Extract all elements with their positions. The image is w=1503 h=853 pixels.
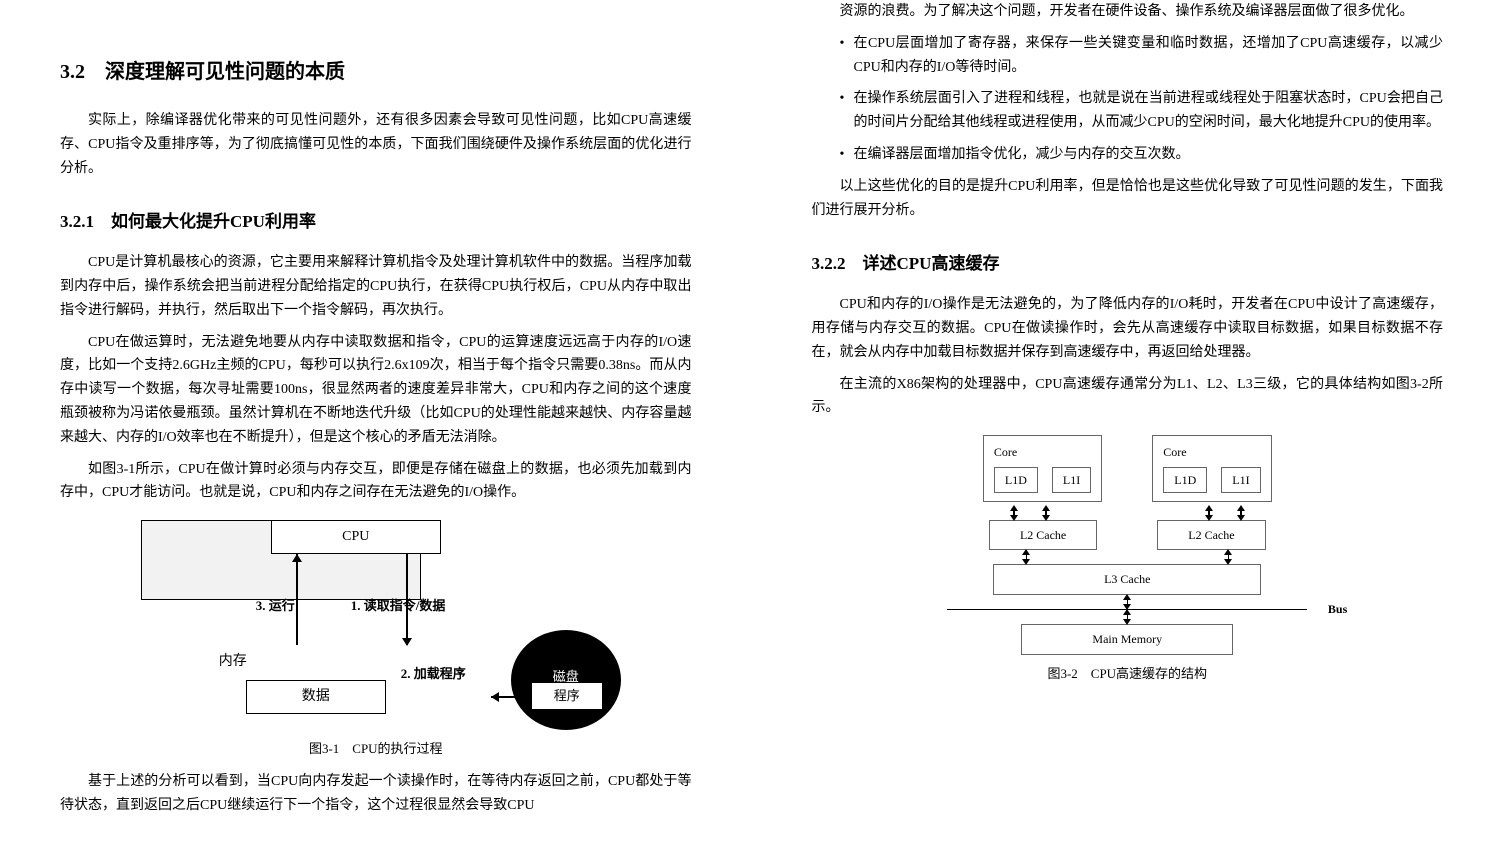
l2-cache-2: L2 Cache bbox=[1157, 520, 1265, 550]
core-box-1: Core L1D L1I bbox=[983, 435, 1102, 502]
bullet-compiler: 在编译器层面增加指令优化，减少与内存的交互次数。 bbox=[812, 143, 1444, 167]
l1i-2: L1I bbox=[1221, 467, 1260, 493]
bullet-register: 在CPU层面增加了寄存器，来保存一些关键变量和临时数据，还增加了CPU高速缓存，… bbox=[812, 32, 1444, 80]
l1d-1: L1D bbox=[994, 467, 1038, 493]
l1i-1: L1I bbox=[1052, 467, 1091, 493]
section-3-2-2-heading: 3.2.2 详述CPU高速缓存 bbox=[812, 250, 1444, 279]
core-label-2: Core bbox=[1163, 442, 1186, 462]
cpu-box: CPU bbox=[271, 520, 441, 554]
l1d-2: L1D bbox=[1163, 467, 1207, 493]
section-3-2-1-heading: 3.2.1 如何最大化提升CPU利用率 bbox=[60, 208, 692, 237]
program-box: 程序 bbox=[531, 682, 603, 710]
main-memory: Main Memory bbox=[1021, 624, 1233, 654]
memory-label: 内存 bbox=[219, 650, 247, 674]
right-page: 资源的浪费。为了解决这个问题，开发者在硬件设备、操作系统及编译器层面做了很多优化… bbox=[752, 0, 1503, 853]
disk-circle: 磁盘 bbox=[511, 630, 621, 730]
left-page: 3.2 深度理解可见性问题的本质 实际上，除编译器优化带来的可见性问题外，还有很… bbox=[0, 0, 752, 853]
para-waste: 资源的浪费。为了解决这个问题，开发者在硬件设备、操作系统及编译器层面做了很多优化… bbox=[812, 0, 1444, 24]
para-wait: 基于上述的分析可以看到，当CPU向内存发起一个读操作时，在等待内存返回之前，CP… bbox=[60, 770, 692, 818]
para-x86: 在主流的X86架构的处理器中，CPU高速缓存通常分为L1、L2、L3三级，它的具… bbox=[812, 373, 1444, 421]
core-label-1: Core bbox=[994, 442, 1017, 462]
data-box: 数据 bbox=[246, 680, 386, 714]
figure-3-1: CPU 3. 运行 1. 读取指令/数据 内存 数据 2. 加载程序 磁盘 程序… bbox=[60, 520, 692, 760]
para-io-speed: CPU在做运算时，无法避免地要从内存中读取数据和指令，CPU的运算速度远远高于内… bbox=[60, 331, 692, 450]
bus-label: Bus bbox=[1328, 599, 1347, 619]
para-intro: 实际上，除编译器优化带来的可见性问题外，还有很多因素会导致可见性问题，比如CPU… bbox=[60, 109, 692, 180]
para-fig-ref: 如图3-1所示，CPU在做计算时必须与内存交互，即便是存储在磁盘上的数据，也必须… bbox=[60, 458, 692, 506]
para-summary: 以上这些优化的目的是提升CPU利用率，但是恰恰也是这些优化导致了可见性问题的发生… bbox=[812, 175, 1444, 223]
bullet-os: 在操作系统层面引入了进程和线程，也就是说在当前进程或线程处于阻塞状态时，CPU会… bbox=[812, 87, 1444, 135]
l3-cache: L3 Cache bbox=[993, 564, 1261, 594]
label-run: 3. 运行 bbox=[256, 595, 295, 617]
core-box-2: Core L1D L1I bbox=[1152, 435, 1271, 502]
para-cache-intro: CPU和内存的I/O操作是无法避免的，为了降低内存的I/O耗时，开发者在CPU中… bbox=[812, 293, 1444, 364]
figure-3-2: Core L1D L1I Core L1D L1I bbox=[812, 435, 1444, 685]
l2-cache-1: L2 Cache bbox=[989, 520, 1097, 550]
para-cpu-core: CPU是计算机最核心的资源，它主要用来解释计算机指令及处理计算机软件中的数据。当… bbox=[60, 251, 692, 322]
figure-3-2-caption: 图3-2 CPU高速缓存的结构 bbox=[1047, 663, 1207, 685]
label-load: 2. 加载程序 bbox=[401, 663, 466, 685]
label-read: 1. 读取指令/数据 bbox=[351, 595, 446, 617]
section-3-2-heading: 3.2 深度理解可见性问题的本质 bbox=[60, 55, 692, 89]
figure-3-1-caption: 图3-1 CPU的执行过程 bbox=[309, 738, 443, 760]
